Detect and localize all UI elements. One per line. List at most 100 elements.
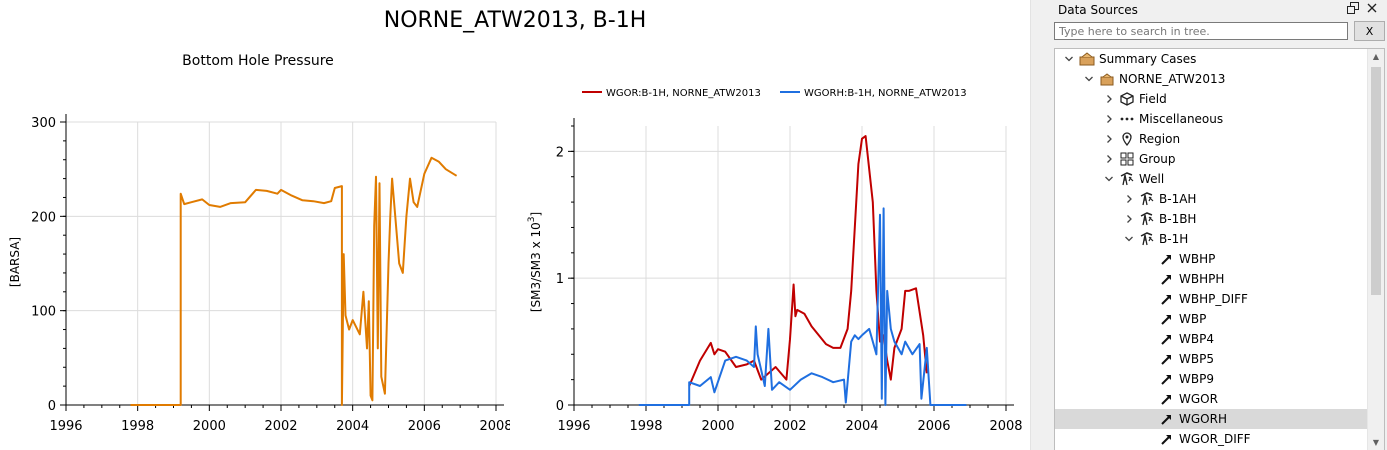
x-tick-label: 2000 <box>193 419 226 434</box>
well-icon <box>1139 192 1155 206</box>
vector-icon <box>1159 412 1175 426</box>
tree-item-field[interactable]: Field <box>1055 89 1367 109</box>
chevron-right-icon[interactable] <box>1123 189 1135 209</box>
tree-item-wbhp[interactable]: WBHP <box>1055 249 1367 269</box>
y-tick-label: 0 <box>48 399 56 414</box>
chevron-right-icon[interactable] <box>1103 109 1115 129</box>
group-icon <box>1119 152 1135 166</box>
tree-item-norne-atw2013[interactable]: NORNE_ATW2013 <box>1055 69 1367 89</box>
tree-item-wgor[interactable]: WGOR <box>1055 389 1367 409</box>
search-clear-button[interactable]: X <box>1354 21 1385 41</box>
chevron-down-icon[interactable] <box>1123 229 1135 249</box>
series-line-bhp <box>130 156 458 406</box>
tree-item-label: WBP9 <box>1179 372 1214 386</box>
x-tick-label: 2000 <box>701 419 734 434</box>
tree-item-wgorh[interactable]: WGORH <box>1055 409 1367 429</box>
tree-item-summary-cases[interactable]: Summary Cases <box>1055 49 1367 69</box>
legend-entry[interactable]: WGOR:B-1H, NORNE_ATW2013 <box>606 88 761 99</box>
chevron-right-icon[interactable] <box>1103 149 1115 169</box>
x-tick-label: 2006 <box>917 419 950 434</box>
x-tick-label: 2006 <box>408 419 441 434</box>
close-icon[interactable] <box>1364 2 1380 18</box>
tree-item-wbhph[interactable]: WBHPH <box>1055 269 1367 289</box>
chevron-right-icon[interactable] <box>1103 129 1115 149</box>
x-tick-label: 2002 <box>773 419 806 434</box>
tree-item-b-1h[interactable]: B-1H <box>1055 229 1367 249</box>
well-icon <box>1119 172 1135 186</box>
tree-item-label: WBP5 <box>1179 352 1214 366</box>
tree-item-wbp4[interactable]: WBP4 <box>1055 329 1367 349</box>
chevron-down-icon[interactable] <box>1063 49 1075 69</box>
legend-entry[interactable]: WGORH:B-1H, NORNE_ATW2013 <box>804 88 967 99</box>
data-sources-tree[interactable]: ▲ ▼ Summary Cases NORNE_ATW2013 Field Misce… <box>1054 48 1385 450</box>
tree-item-well[interactable]: Well <box>1055 169 1367 189</box>
left-chart-x-ticks: 1996 1998 2000 2002 2004 2006 2008 <box>49 405 510 434</box>
vector-icon <box>1159 372 1175 386</box>
vector-icon <box>1159 312 1175 326</box>
float-icon[interactable] <box>1345 2 1361 18</box>
series-line-wgorh <box>638 207 967 406</box>
tree-item-label: WBP <box>1179 312 1207 326</box>
right-chart-ylabel-exponent: 3 <box>527 217 537 223</box>
right-chart-x-ticks: 1996 1998 2000 2002 2004 2006 2008 <box>557 405 1023 434</box>
tree-item-wbhp-diff[interactable]: WBHP_DIFF <box>1055 289 1367 309</box>
x-tick-label: 2002 <box>264 419 297 434</box>
chevron-right-icon[interactable] <box>1103 89 1115 109</box>
x-tick-label: 1998 <box>121 419 154 434</box>
location-pin-icon <box>1119 132 1135 147</box>
tree-item-wbp[interactable]: WBP <box>1055 309 1367 329</box>
y-tick-label: 1 <box>556 272 564 287</box>
tree-item-region[interactable]: Region <box>1055 129 1367 149</box>
vector-icon <box>1159 392 1175 406</box>
y-tick-label: 200 <box>31 210 56 225</box>
left-chart-title: Bottom Hole Pressure <box>182 53 334 69</box>
x-tick-label: 2008 <box>989 419 1022 434</box>
tree-item-wgor-diff[interactable]: WGOR_DIFF <box>1055 429 1367 449</box>
summary-cases-icon <box>1079 52 1095 66</box>
tree-item-label: Summary Cases <box>1099 52 1197 66</box>
tree-item-wbp5[interactable]: WBP5 <box>1055 349 1367 369</box>
y-tick-label: 300 <box>31 116 56 131</box>
dock-splitter[interactable] <box>1030 0 1051 450</box>
data-sources-titlebar[interactable]: Data Sources <box>1050 0 1387 20</box>
tree-item-label: B-1H <box>1159 232 1189 246</box>
x-tick-label: 2004 <box>845 419 878 434</box>
tree-item-label: Miscellaneous <box>1139 112 1224 126</box>
tree-item-label: WGORH <box>1179 412 1227 426</box>
tree-item-miscellaneous[interactable]: Miscellaneous <box>1055 109 1367 129</box>
tree-item-label: NORNE_ATW2013 <box>1119 72 1226 86</box>
bottom-hole-pressure-chart[interactable]: Bottom Hole Pressure 1996 1998 2000 2002 200… <box>0 0 510 450</box>
tree-item-wbp9[interactable]: WBP9 <box>1055 369 1367 389</box>
tree-item-label: Field <box>1139 92 1167 106</box>
tree-search-input[interactable] <box>1054 22 1348 40</box>
tree-item-b-1ah[interactable]: B-1AH <box>1055 189 1367 209</box>
tree-item-group[interactable]: Group <box>1055 149 1367 169</box>
left-chart-y-ticks: 0 100 200 300 <box>31 116 66 414</box>
case-icon <box>1099 72 1115 86</box>
tree-item-label: WBHPH <box>1179 272 1225 286</box>
scroll-down-icon[interactable]: ▼ <box>1372 438 1380 447</box>
dots-icon <box>1119 112 1135 126</box>
tree-item-label: WBHP_DIFF <box>1179 292 1248 306</box>
data-sources-panel: Data Sources X ▲ ▼ Summary Cases NORNE_AT… <box>1050 0 1387 450</box>
gas-oil-ratio-chart[interactable]: WGOR:B-1H, NORNE_ATW2013 WGORH:B-1H, NORN… <box>510 0 1030 450</box>
chevron-down-icon[interactable] <box>1083 69 1095 89</box>
data-sources-title: Data Sources <box>1058 3 1138 17</box>
right-chart-ylabel: [SM3/SM3 x 103] <box>527 212 543 312</box>
tree-scrollbar[interactable]: ▲ ▼ <box>1367 49 1384 450</box>
right-chart-ylabel-end: ] <box>529 212 543 217</box>
right-chart-grid <box>573 126 1007 406</box>
tree-item-label: WBHP <box>1179 252 1216 266</box>
tree-item-b-1bh[interactable]: B-1BH <box>1055 209 1367 229</box>
chevron-down-icon[interactable] <box>1103 169 1115 189</box>
tree-item-label: Region <box>1139 132 1181 146</box>
right-chart-axes <box>573 118 1014 406</box>
x-tick-label: 1996 <box>49 419 82 434</box>
plot-window-title: NORNE_ATW2013, B-1H <box>383 8 647 33</box>
scrollbar-thumb[interactable] <box>1371 67 1381 295</box>
well-icon <box>1139 212 1155 226</box>
chevron-right-icon[interactable] <box>1123 209 1135 229</box>
y-tick-label: 0 <box>556 399 564 414</box>
scroll-up-icon[interactable]: ▲ <box>1372 52 1380 61</box>
